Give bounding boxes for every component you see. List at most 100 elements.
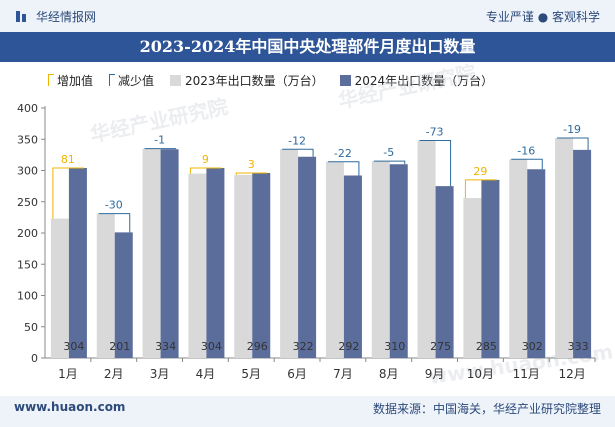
bar-2024 bbox=[481, 179, 500, 358]
y-tick-label: 200 bbox=[17, 227, 38, 240]
bar-2023 bbox=[463, 198, 482, 358]
brand-name: 华经情报网 bbox=[36, 10, 97, 24]
legend-item-2023: 2023年出口数量（万台） bbox=[170, 72, 324, 89]
bar-2024 bbox=[435, 186, 454, 358]
bar-2023 bbox=[325, 161, 344, 358]
legend-label-decrease: 减少值 bbox=[118, 73, 155, 88]
bar-2024 bbox=[114, 232, 133, 358]
legend-item-increase: 增加值 bbox=[48, 72, 93, 89]
bar-2024 bbox=[573, 149, 592, 358]
bar-2023 bbox=[50, 218, 69, 358]
legend-label-2024: 2024年出口数量（万台） bbox=[354, 73, 494, 88]
footer-bar bbox=[0, 396, 615, 427]
value-label-2024: 275 bbox=[430, 340, 451, 353]
footer-url: www.huaon.com bbox=[14, 400, 126, 414]
value-label-2024: 292 bbox=[338, 340, 359, 353]
footer-source: 数据来源：中国海关，华经产业研究院整理 bbox=[372, 402, 601, 416]
value-label-2024: 310 bbox=[384, 340, 405, 353]
logo-icon bbox=[16, 11, 26, 22]
value-label-2024: 285 bbox=[476, 340, 497, 353]
bar-2023 bbox=[417, 140, 436, 358]
legend-item-decrease: 减少值 bbox=[109, 72, 154, 89]
value-label-2024: 304 bbox=[201, 340, 222, 353]
x-tick-label: 4月 bbox=[196, 367, 216, 381]
y-tick-label: 350 bbox=[17, 133, 38, 146]
diff-label: -12 bbox=[288, 134, 306, 147]
diff-label: -1 bbox=[154, 134, 165, 147]
value-label-2024: 304 bbox=[63, 340, 84, 353]
diff-label: -19 bbox=[563, 123, 581, 136]
legend-swatch-2024 bbox=[339, 74, 351, 86]
x-tick-label: 1月 bbox=[58, 367, 78, 381]
x-tick-label: 2月 bbox=[104, 367, 124, 381]
bar-2023 bbox=[555, 138, 574, 358]
chart-legend: 增加值 减少值 2023年出口数量（万台） 2024年出口数量（万台） bbox=[48, 70, 509, 90]
y-tick-label: 50 bbox=[24, 321, 38, 334]
y-tick-label: 150 bbox=[17, 258, 38, 271]
x-tick-label: 11月 bbox=[513, 367, 540, 381]
legend-label-2023: 2023年出口数量（万台） bbox=[185, 73, 324, 88]
x-tick-label: 12月 bbox=[558, 367, 585, 381]
x-tick-label: 7月 bbox=[333, 367, 353, 381]
decrease-bracket bbox=[98, 213, 131, 233]
bar-2024 bbox=[298, 156, 317, 358]
bar-2024 bbox=[527, 169, 546, 358]
y-tick-label: 0 bbox=[31, 352, 38, 365]
decrease-bracket bbox=[373, 160, 406, 165]
diff-label: -22 bbox=[334, 147, 352, 160]
watermark-text: 华经产业研究院 bbox=[336, 60, 478, 113]
y-tick-label: 250 bbox=[17, 196, 38, 209]
legend-swatch-increase bbox=[48, 74, 54, 86]
x-tick-label: 3月 bbox=[150, 367, 170, 381]
increase-bracket bbox=[235, 172, 268, 175]
tagline: 专业严谨 ● 客观科学 bbox=[485, 10, 600, 24]
diff-label: 29 bbox=[473, 165, 487, 178]
legend-swatch-2023 bbox=[170, 74, 182, 86]
diff-label: -73 bbox=[426, 126, 444, 139]
decrease-bracket bbox=[419, 140, 452, 187]
x-tick-label: 10月 bbox=[467, 367, 494, 381]
value-label-2024: 322 bbox=[293, 340, 314, 353]
value-label-2024: 333 bbox=[568, 340, 589, 353]
legend-swatch-decrease bbox=[109, 74, 116, 86]
header-bar bbox=[0, 0, 615, 32]
bar-2023 bbox=[96, 213, 115, 358]
title-bar bbox=[0, 32, 615, 62]
decrease-bracket bbox=[557, 137, 589, 150]
bar-2023 bbox=[509, 159, 528, 358]
value-label-2024: 296 bbox=[247, 340, 268, 353]
decrease-bracket bbox=[282, 148, 314, 157]
x-tick-label: 5月 bbox=[241, 367, 261, 381]
x-tick-label: 8月 bbox=[379, 367, 399, 381]
chart-title: 2023-2024年中国中央处理部件月度出口数量 bbox=[139, 37, 476, 56]
decrease-bracket bbox=[144, 148, 177, 150]
x-tick-label: 9月 bbox=[425, 367, 445, 381]
bar-2024 bbox=[68, 168, 87, 358]
legend-label-increase: 增加值 bbox=[57, 73, 94, 88]
bar-2024 bbox=[389, 164, 408, 358]
diff-label: 81 bbox=[61, 153, 75, 166]
bar-2023 bbox=[188, 173, 207, 358]
diff-label: -16 bbox=[517, 144, 535, 157]
y-tick-label: 300 bbox=[17, 165, 38, 178]
bar-2024 bbox=[252, 173, 271, 358]
diff-label: 3 bbox=[248, 158, 255, 171]
bar-2024 bbox=[206, 168, 225, 358]
y-tick-label: 400 bbox=[17, 102, 38, 115]
bar-2023 bbox=[371, 161, 390, 358]
bar-2023 bbox=[142, 148, 161, 358]
increase-bracket bbox=[52, 167, 84, 219]
diff-label: 9 bbox=[202, 153, 209, 166]
legend-item-2024: 2024年出口数量（万台） bbox=[339, 72, 494, 89]
y-tick-label: 100 bbox=[17, 290, 38, 303]
bar-2023 bbox=[234, 174, 253, 358]
decrease-bracket bbox=[511, 158, 543, 170]
diff-label: -30 bbox=[105, 199, 123, 212]
decrease-bracket bbox=[327, 161, 360, 176]
diff-label: -5 bbox=[383, 146, 394, 159]
bar-2024 bbox=[343, 175, 362, 358]
value-label-2024: 302 bbox=[522, 340, 543, 353]
value-label-2024: 334 bbox=[155, 340, 176, 353]
value-label-2024: 201 bbox=[109, 340, 130, 353]
